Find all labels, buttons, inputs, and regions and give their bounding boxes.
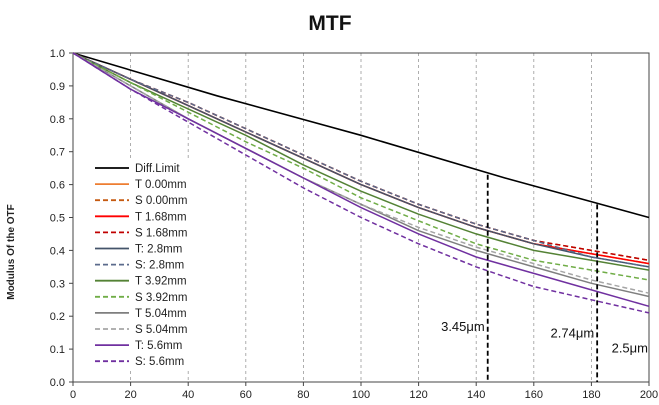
annotation-label: 3.45μm (441, 319, 485, 334)
legend-label: T 0.00mm (135, 179, 187, 191)
x-tick-label: 60 (240, 389, 252, 401)
legend-label: S: 5.6mm (135, 356, 184, 368)
series-line-1 (72, 52, 650, 219)
legend-label: T 3.92mm (135, 276, 187, 288)
legend-label: T: 5.6mm (135, 340, 182, 352)
chart-title: MTF (308, 12, 351, 35)
legend-label: S 3.92mm (135, 292, 187, 304)
series-line-12 (72, 52, 650, 308)
y-tick-label: 0.4 (50, 245, 65, 257)
legend-label: S 0.00mm (135, 195, 187, 207)
plot-area: 0.0 0.1 0.2 0.3 0.4 0.5 0.6 0.7 0.8 0.9 1.0 0 20 40 60… (50, 48, 658, 401)
x-tick-label: 80 (297, 389, 309, 401)
y-tick-label: 0.0 (50, 377, 65, 389)
series-line-11 (72, 52, 650, 294)
x-tick-label: 0 (70, 389, 76, 401)
y-tick-label: 0.7 (50, 147, 65, 159)
x-tick-label: 120 (409, 389, 427, 401)
series-line-13 (72, 52, 650, 314)
y-tick-label: 0.3 (50, 278, 65, 290)
series-line-6 (72, 52, 650, 268)
y-tick-label: 0.5 (50, 213, 65, 225)
x-tick-label: 100 (352, 389, 370, 401)
y-axis-label: Modulus Of the OTF (6, 204, 17, 300)
y-tick-label: 0.2 (50, 311, 65, 323)
x-tick-label: 160 (525, 389, 543, 401)
legend-label: Diff.Limit (135, 163, 180, 175)
y-tick-label: 0.8 (50, 114, 65, 126)
legend-label: T: 2.8mm (135, 244, 182, 256)
legend-label: T 1.68mm (135, 211, 187, 223)
x-tick-label: 20 (124, 389, 136, 401)
y-tick-label: 1.0 (50, 48, 65, 60)
legend-label: T 5.04mm (135, 308, 187, 320)
x-tick-label: 180 (582, 389, 600, 401)
legend-label: S 5.04mm (135, 324, 187, 336)
x-tick-label: 40 (182, 389, 194, 401)
annotation-label: 2.74μm (551, 326, 595, 341)
y-tick-label: 0.6 (50, 180, 65, 192)
series-line-7 (72, 52, 650, 268)
legend-label: S: 2.8mm (135, 260, 184, 272)
series-line-8 (72, 52, 650, 271)
y-tick-label: 0.9 (50, 81, 65, 93)
legend-label: S 1.68mm (135, 227, 187, 239)
series-line-9 (72, 52, 650, 281)
series-line-10 (72, 52, 650, 298)
y-tick-label: 0.1 (50, 344, 65, 356)
x-tick-label: 200 (640, 389, 658, 401)
annotation-label: 2.5μm (612, 340, 648, 355)
x-tick-label: 140 (467, 389, 485, 401)
